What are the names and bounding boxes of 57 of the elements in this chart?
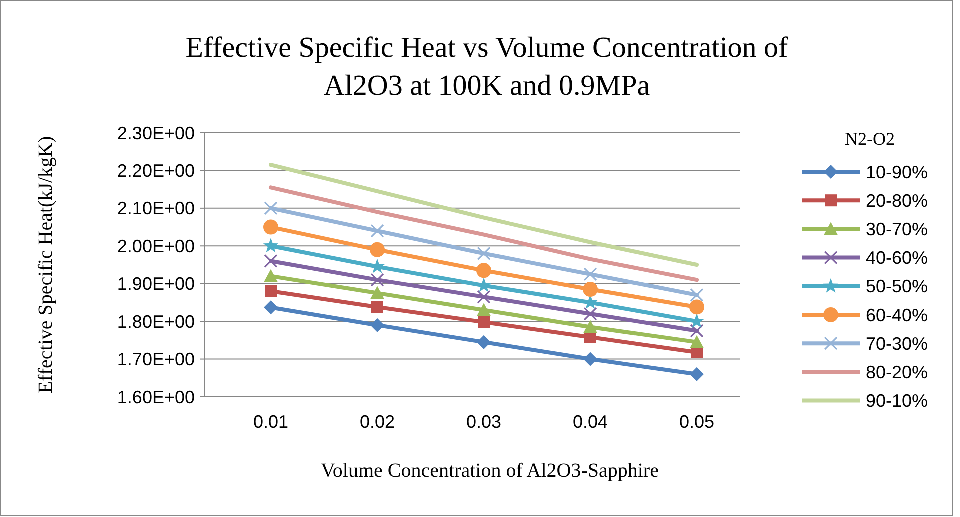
point: [370, 273, 384, 287]
point: [584, 307, 598, 321]
point: [370, 242, 385, 258]
x-tick-label: 0.05: [679, 412, 715, 432]
x-tick-label: 0.02: [360, 412, 396, 432]
x-tick-label: 0.04: [572, 412, 608, 432]
y-tick-label: 2.20E+00: [117, 161, 195, 182]
point: [264, 254, 278, 268]
chart-title: Effective Specific Heat vs Volume Concentration of Al2O3 at 100K and 0.9MPa: [186, 32, 789, 102]
legend-label: 20-80%: [866, 190, 928, 211]
point: [370, 224, 384, 238]
point: [478, 316, 490, 328]
legend-label: 90-10%: [866, 391, 928, 412]
x-tick-label: 0.01: [253, 412, 289, 432]
point: [263, 238, 279, 253]
line-series: [269, 186, 699, 282]
point: [372, 301, 384, 314]
y-axis-title: Effective Specific Heat(kJ/kgK): [35, 136, 57, 394]
x-axis-title: Volume Concentration of Al2O3-Sapphire: [321, 460, 660, 482]
point: [584, 320, 598, 334]
y-tick-label: 2.10E+00: [117, 198, 195, 219]
point: [264, 300, 278, 315]
point: [264, 220, 278, 235]
point: [477, 335, 491, 350]
point: [370, 286, 384, 300]
point: [477, 303, 491, 316]
y-tick-label: 1.80E+00: [117, 312, 195, 332]
y-tick-label: 2.30E+00: [117, 123, 195, 144]
point: [476, 263, 492, 278]
point: [265, 285, 277, 298]
legend-label: 10-90%: [866, 162, 928, 182]
legend-title: N2-O2: [845, 129, 895, 149]
point: [477, 290, 491, 304]
y-tick-label: 2.00E+00: [117, 236, 195, 256]
point: [690, 367, 704, 382]
point: [583, 282, 598, 298]
x-tick-label: 0.03: [466, 412, 502, 432]
point: [690, 324, 704, 338]
legend-label: 70-30%: [866, 334, 928, 354]
point: [264, 202, 278, 216]
point: [477, 246, 491, 260]
point: [264, 269, 278, 282]
point: [690, 335, 704, 348]
y-tick-label: 1.90E+00: [117, 274, 195, 294]
point: [584, 352, 598, 366]
y-tick-label: 1.60E+00: [117, 387, 195, 408]
legend-label: 40-60%: [866, 248, 928, 268]
point: [690, 300, 704, 315]
point: [584, 268, 598, 282]
line-series: [269, 163, 699, 267]
legend-label: 50-50%: [866, 276, 928, 297]
y-tick-label: 1.70E+00: [117, 350, 195, 370]
legend-label: 80-20%: [866, 362, 928, 382]
point: [690, 288, 704, 302]
legend-label: 30-70%: [866, 220, 928, 240]
point: [370, 318, 384, 332]
legend-label: 60-40%: [866, 305, 928, 326]
